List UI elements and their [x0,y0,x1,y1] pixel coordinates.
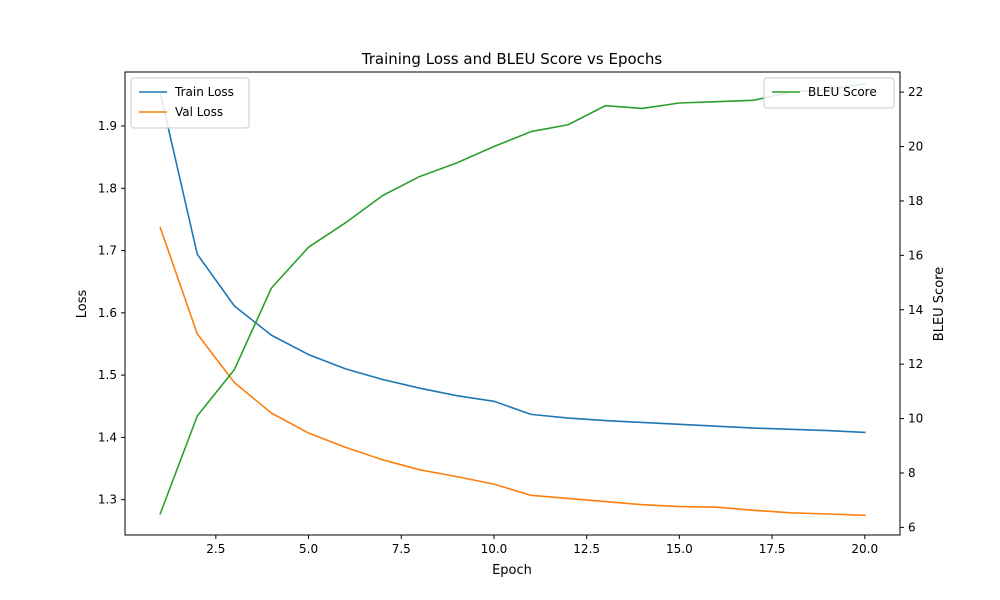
y-tick-label-right: 10 [908,412,923,426]
chart-title: Training Loss and BLEU Score vs Epochs [361,50,663,68]
series-line-train-loss [159,92,866,434]
y-tick-label-right: 20 [908,140,923,154]
series-line-bleu-score [159,83,866,515]
x-axis-label: Epoch [492,563,532,578]
y-tick-label-right: 18 [908,194,923,208]
legend-left [130,77,250,129]
y-tick-label-left: 1.4 [98,430,117,444]
y-tick-label-left: 1.5 [98,368,117,382]
x-tick-label: 7.5 [392,542,411,556]
y-tick-label-left: 1.3 [98,493,117,507]
x-tick-label: 10.0 [481,542,508,556]
y-axis-label-right: BLEU Score [932,267,947,341]
plot-frame [124,71,901,536]
x-tick-label: 5.0 [299,542,318,556]
plot-area: 2.5 5.0 7.5 10.0 12.5 15.0 17.5 20.0 1.3 1.4 1.5 1.… [98,71,923,556]
y-tick-label-left: 1.8 [98,181,117,195]
legend-label: BLEU Score [808,85,877,99]
y-tick-label-right: 16 [908,248,923,262]
x-tick-label: 15.0 [666,542,693,556]
y-tick-label-left: 1.7 [98,244,117,258]
x-tick-label: 20.0 [851,542,878,556]
x-tick-label: 17.5 [759,542,786,556]
y-tick-label-left: 1.9 [98,119,117,133]
legend-right [763,77,895,109]
y-tick-label-right: 6 [908,520,916,534]
y-tick-label-right: 14 [908,303,923,317]
legend-label: Train Loss [174,85,234,99]
x-tick-label: 12.5 [573,542,600,556]
x-tick-label: 2.5 [206,542,225,556]
y-tick-label-right: 22 [908,85,923,99]
legend-label: Val Loss [175,105,223,119]
y-axis-label-left: Loss [75,290,90,319]
y-tick-label-left: 1.6 [98,306,117,320]
y-tick-label-right: 8 [908,466,916,480]
y-tick-label-right: 12 [908,357,923,371]
series-line-val-loss [159,226,866,517]
